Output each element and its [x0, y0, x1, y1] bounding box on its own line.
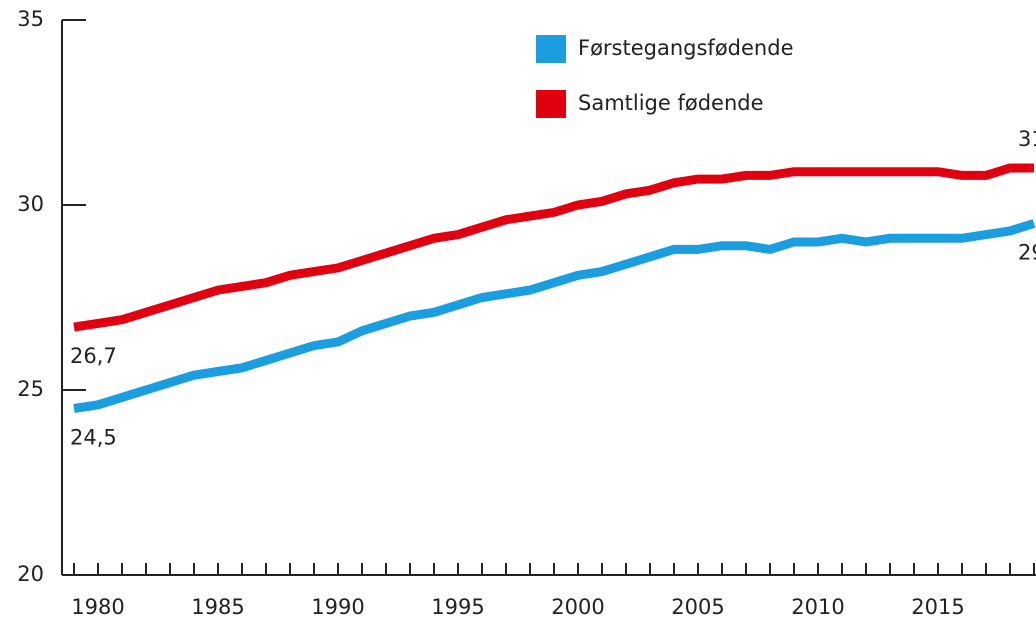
y-tick-label: 20 [17, 562, 44, 586]
x-tick-label: 2000 [551, 595, 604, 619]
legend-label: Samtlige fødende [578, 91, 764, 115]
value-label: 29,5 [1018, 241, 1036, 265]
x-tick-label: 1985 [191, 595, 244, 619]
x-tick-label: 2010 [791, 595, 844, 619]
x-tick-label: 2005 [671, 595, 724, 619]
legend-swatch [536, 35, 566, 63]
x-tick-label: 1980 [71, 595, 124, 619]
value-label: 31,0 [1018, 127, 1036, 151]
value-label: 24,5 [70, 426, 117, 450]
line-series [73, 219, 1036, 413]
x-tick-label: 2015 [911, 595, 964, 619]
value-label: 26,7 [70, 344, 117, 368]
x-tick-label: 1995 [431, 595, 484, 619]
line-series [73, 163, 1034, 332]
y-tick-label: 30 [17, 192, 44, 216]
legend-swatch [536, 90, 566, 118]
y-tick-label: 35 [17, 7, 44, 31]
y-tick-label: 25 [17, 377, 44, 401]
legend-label: Førstegangsfødende [578, 36, 794, 60]
x-tick-label: 1990 [311, 595, 364, 619]
